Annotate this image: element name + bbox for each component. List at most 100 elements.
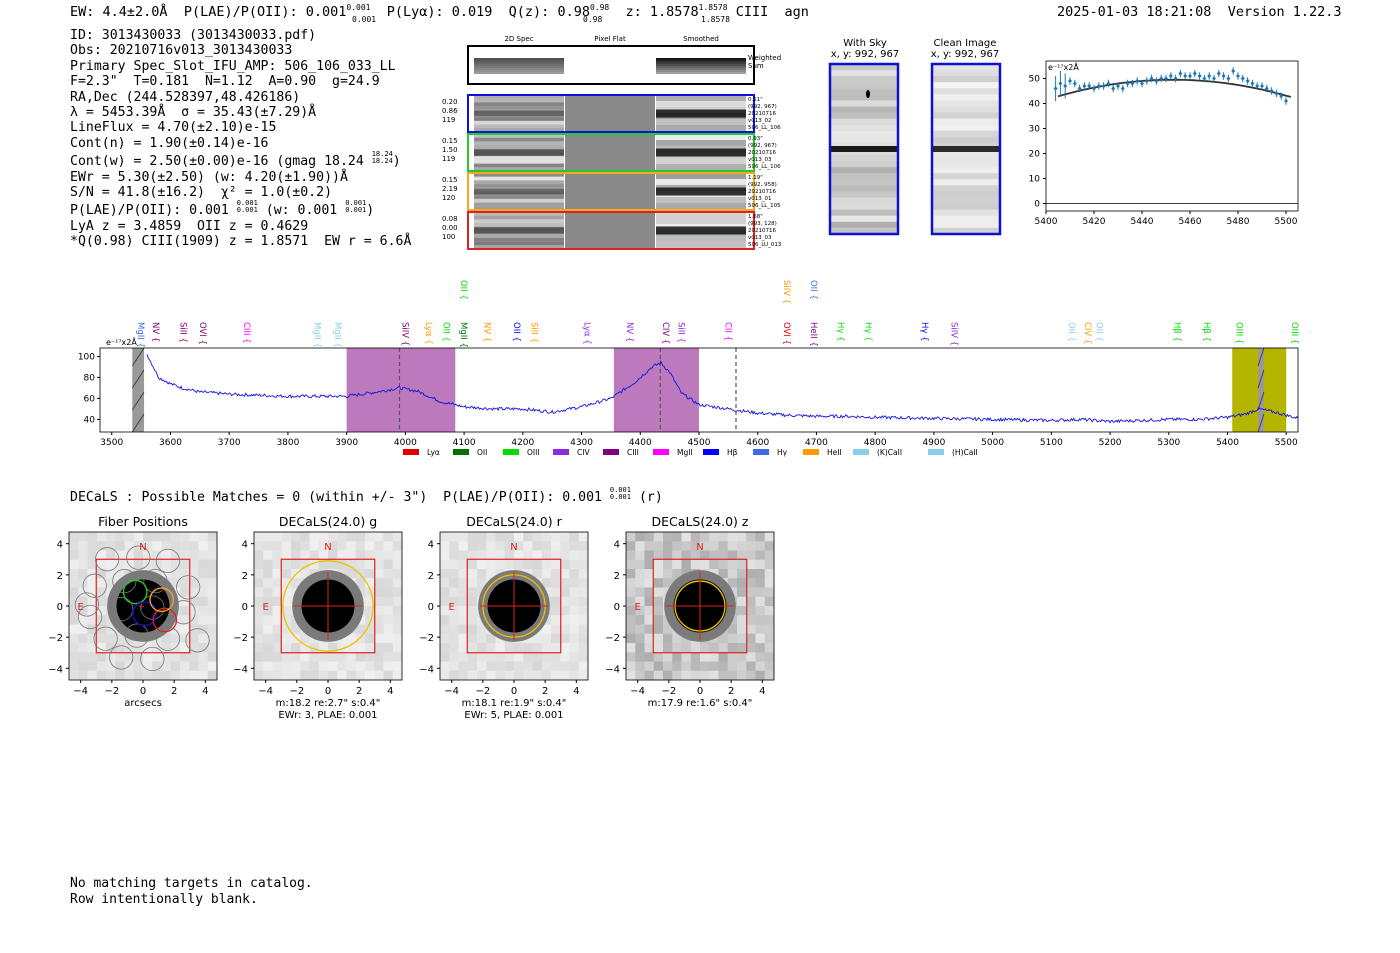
decals-pixel [504,643,515,653]
decals-pixel [254,559,264,570]
decals-y-tick-label: −2 [605,633,620,644]
decals-pixel [180,615,190,625]
decals-pixel [718,532,729,542]
with-sky-row [830,118,898,125]
decals-pixel [653,643,664,653]
cutout-flat [565,95,655,132]
full-x-tick-label: 3700 [218,438,241,448]
decals-pixel [87,606,98,616]
cutout-smoothed-row [656,158,746,164]
cutout-meta: (993, 128) [748,221,777,227]
decals-pixel [727,661,738,672]
decals-panel-title: Fiber Positions [98,514,188,529]
full-x-tick-label: 4300 [570,438,593,448]
decals-pixel [458,559,469,570]
decals-y-tick-label: 0 [57,602,63,613]
decals-panel-title: DECaLS(24.0) g [279,514,377,529]
decals-pixel [374,652,384,662]
emission-line-label: OII { [441,322,451,342]
decals-pixel [337,661,347,672]
emission-line-label: SiIV { [781,280,791,304]
decals-pixel [532,652,543,662]
decals-pixel [578,670,589,681]
cutout-flat [565,134,655,171]
plae-w-sub: 0.001 [345,206,367,215]
weighted-2d-band [474,62,564,64]
cutout-smoothed-row [656,218,746,224]
decals-pixel [681,661,692,672]
decals-x-tick-label: −4 [258,686,273,697]
decals-pixel [254,596,264,607]
decals-pixel [281,569,292,579]
decals-pixel [532,569,543,579]
decals-pixel [541,633,552,644]
decals-pixel [541,661,552,672]
decals-pixel [337,670,347,681]
decals-pixel [189,633,199,644]
decals-pixel [272,578,283,588]
emission-line-label: CIII { [241,322,251,344]
decals-pixel [578,587,589,598]
emission-line-label: SiIV { [949,322,959,346]
decals-pixel [635,541,645,551]
cutout-flat [565,173,655,210]
full-y-tick-label: 40 [84,415,96,425]
decals-pixel [440,615,450,625]
decals-caption: EWr: 3, PLAE: 0.001 [278,710,377,721]
decals-pixel [764,596,775,607]
decals-pixel [346,661,357,672]
decals-pixel [383,569,394,579]
decals-pixel [346,633,357,644]
decals-pixel [458,606,469,616]
cutout-smoothed-row [656,179,746,185]
decals-pixel [486,670,496,681]
cutout-2d-row [474,176,564,181]
decals-pixel [355,559,366,570]
decals-pixel [365,633,375,644]
full-y-tick-label: 60 [84,394,96,404]
decals-pixel [392,587,403,598]
decals-pixel [281,670,292,681]
decals-pixel [198,596,209,607]
decals-pixel [755,596,766,607]
emission-line-label: OVI { [197,322,207,345]
cutout-2d-row [474,128,564,132]
decals-pixel [281,596,292,607]
decals-pixel [281,633,292,644]
decals-pixel [189,532,199,542]
decals-pixel [87,587,98,598]
decals-pixel [392,550,403,561]
decals-pixel [115,569,125,579]
decals-x-tick-label: 0 [140,686,146,697]
decals-pixel [69,652,79,662]
decals-pixel [644,643,655,653]
detection-info: ID: 3013430033 (3013430033.pdf) Obs: 202… [70,28,411,250]
zoom-data-point [1120,86,1125,91]
decals-pixel [709,541,719,551]
fiber-orange [149,587,175,613]
decals-pixel [263,596,273,607]
legend-swatch [703,449,719,455]
decals-pixel [263,569,273,579]
decals-pixel [78,670,88,681]
decals-pixel [626,559,636,570]
ew-value: EW: 4.4±2.0Å [70,4,168,20]
decals-pixel [560,652,570,662]
decals-pixel [207,624,218,635]
decals-x-tick-label: −2 [289,686,304,697]
decals-pixel [514,643,524,653]
with-sky-row [830,185,898,192]
zoom-data-point [1082,83,1087,89]
decals-pixel [560,596,570,607]
info-line: *Q(0.98) CIII(1909) z = 1.8571 EW r = 6.… [70,234,412,250]
decals-pixel [467,606,478,616]
decals-pixel [626,606,636,616]
cutout-stat: 119 [442,155,455,163]
decals-pixel [551,596,561,607]
decals-pixel [569,541,580,551]
decals-pixel [635,596,645,607]
decals-pixel [78,596,88,607]
zoom-data-point [1216,71,1221,76]
decals-pixel [328,532,338,542]
decals-pixel [560,532,570,542]
